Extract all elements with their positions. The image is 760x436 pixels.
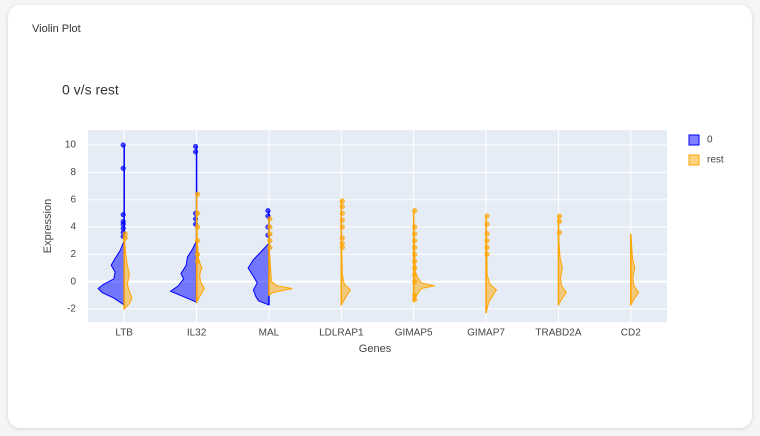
y-tick-label: 0 [70, 276, 76, 287]
outlier-point [120, 142, 126, 148]
outlier-point [195, 258, 201, 264]
x-tick-label: IL32 [187, 328, 207, 339]
x-tick-label: LTB [115, 328, 133, 339]
outlier-point [412, 272, 418, 278]
x-tick-label: MAL [259, 328, 280, 339]
outlier-point [556, 213, 562, 219]
y-tick-label: 4 [70, 222, 76, 233]
outlier-point [412, 231, 418, 237]
outlier-point [267, 244, 273, 251]
outlier-point [484, 238, 490, 244]
outlier-point [120, 212, 126, 218]
outlier-point [556, 219, 562, 225]
chart-title: 0 v/s rest [62, 82, 119, 98]
outlier-point [412, 279, 418, 285]
y-axis-label: Expression [42, 199, 54, 253]
violin [97, 240, 125, 306]
outlier-point [339, 198, 345, 204]
outlier-point [267, 216, 273, 222]
outlier-point [339, 244, 345, 251]
outlier-point [267, 238, 273, 244]
y-tick-label: 2 [70, 249, 76, 260]
outlier-point [267, 224, 273, 230]
x-tick-label: CD2 [621, 328, 641, 339]
outlier-point [195, 251, 201, 257]
outlier-point [412, 244, 418, 251]
x-tick-label: TRABD2A [535, 328, 581, 339]
card-title: Violin Plot [32, 23, 81, 35]
x-axis-label: Genes [359, 343, 392, 355]
legend-swatch [688, 154, 700, 166]
x-tick-label: GIMAP7 [467, 328, 505, 339]
outlier-point [412, 251, 418, 257]
outlier-point [265, 208, 271, 214]
outlier-point [120, 165, 126, 171]
legend-label: 0 [707, 135, 713, 146]
outlier-point [339, 210, 345, 216]
violin [169, 240, 198, 303]
x-tick-label: GIMAP5 [395, 328, 433, 339]
y-tick-label: 6 [70, 194, 76, 205]
x-tick-label: LDLRAP1 [319, 328, 364, 339]
outlier-point [556, 229, 562, 236]
outlier-point [484, 244, 490, 251]
outlier-point [484, 251, 490, 257]
outlier-point [412, 265, 418, 271]
violin [247, 242, 270, 306]
outlier-point [339, 217, 345, 223]
y-tick-label: 8 [70, 167, 76, 178]
outlier-point [339, 203, 345, 210]
y-tick-label: -2 [67, 304, 76, 315]
outlier-point [267, 231, 273, 237]
outlier-point [195, 224, 201, 230]
outlier-point [193, 149, 199, 155]
outlier-point [339, 224, 345, 230]
outlier-point [412, 208, 418, 214]
y-tick-label: 10 [65, 140, 77, 151]
outlier-point [484, 221, 490, 227]
outlier-point [484, 213, 490, 219]
outlier-point [412, 238, 418, 244]
outlier-point [339, 235, 345, 241]
outlier-point [484, 231, 490, 237]
outlier-point [195, 191, 201, 197]
outlier-point [412, 258, 418, 264]
outlier-point [195, 210, 201, 216]
legend-swatch [688, 134, 700, 146]
outlier-point [195, 238, 201, 244]
outlier-point [193, 143, 199, 149]
outlier-point [412, 296, 418, 303]
legend-label: rest [707, 155, 724, 166]
outlier-point [412, 224, 418, 230]
outlier-point [122, 235, 128, 241]
